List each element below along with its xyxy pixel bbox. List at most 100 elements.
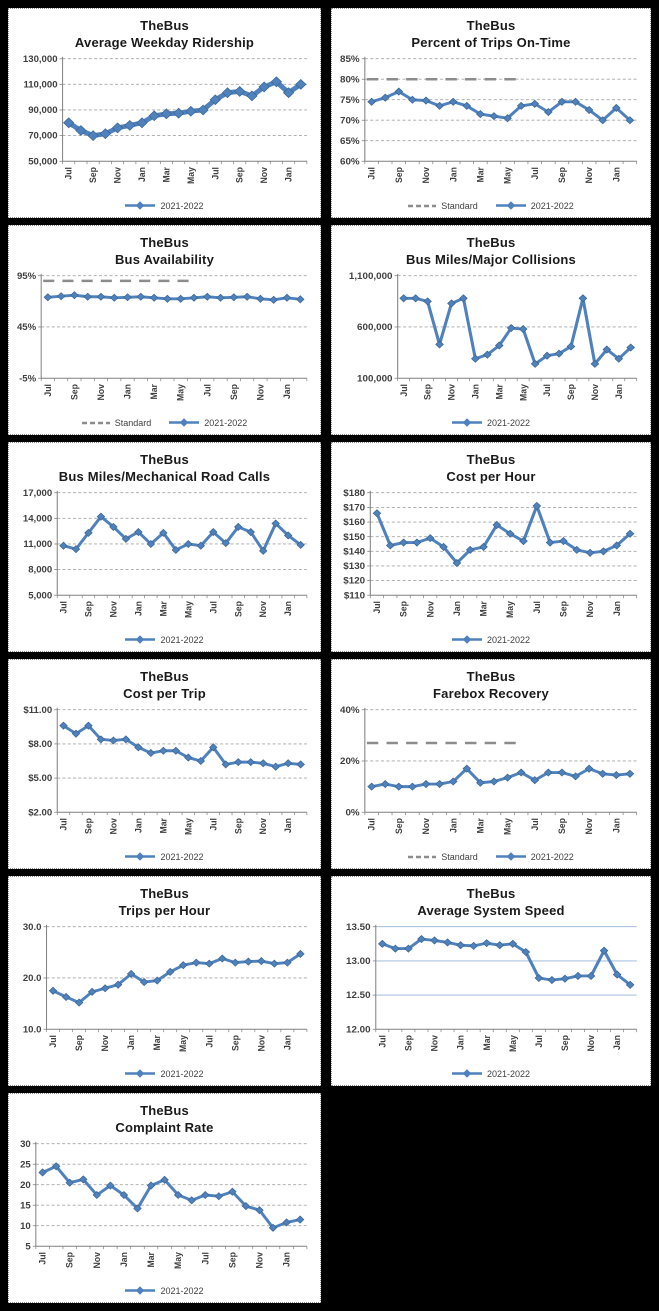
svg-text:$110: $110	[344, 591, 365, 602]
legend-series-line-icon	[125, 852, 156, 861]
chart-title: TheBus	[140, 18, 189, 33]
chart-legend: 2021-2022	[13, 849, 316, 864]
svg-text:Jul: Jul	[48, 1035, 58, 1048]
svg-text:Nov: Nov	[258, 818, 268, 834]
legend-series-line-icon	[495, 852, 526, 861]
chart-title: TheBus	[466, 886, 516, 901]
svg-text:Mar: Mar	[478, 601, 488, 617]
svg-text:14,000: 14,000	[23, 513, 52, 524]
svg-text:20.0: 20.0	[23, 972, 42, 983]
svg-text:Nov: Nov	[585, 601, 595, 617]
chart-panel-3: TheBus Bus Availability -5% 45% 95% Jul Sep N…	[8, 225, 321, 435]
chart-legend: 2021-2022	[13, 632, 316, 647]
svg-text:$180: $180	[343, 488, 365, 499]
legend-series-line-icon	[125, 635, 156, 644]
svg-text:11,000: 11,000	[23, 538, 52, 549]
chart-panel-6: TheBus Cost per Hour $110 $120 $130 $140 $15…	[331, 442, 651, 652]
chart-title: TheBus	[466, 452, 516, 467]
chart-subtitle: Percent of Trips On-Time	[411, 35, 571, 50]
legend-item-series: 2021-2022	[125, 635, 204, 645]
svg-text:50,000: 50,000	[28, 156, 57, 167]
chart-legend: 2021-2022	[336, 415, 646, 430]
chart-subtitle: Bus Miles/Major Collisions	[406, 252, 576, 267]
legend-label: 2021-2022	[160, 1068, 204, 1079]
svg-text:Sep: Sep	[227, 1251, 237, 1267]
chart-subtitle: Average System Speed	[417, 903, 565, 918]
svg-text:Sep: Sep	[233, 600, 243, 616]
legend-label: 2021-2022	[530, 200, 574, 211]
chart-legend: 2021-2022	[13, 198, 316, 213]
svg-text:Jul: Jul	[210, 167, 220, 180]
legend-series-line-icon	[125, 1069, 156, 1078]
svg-text:Jan: Jan	[611, 167, 621, 182]
svg-text:110,000: 110,000	[23, 79, 57, 90]
svg-text:Sep: Sep	[403, 1035, 413, 1051]
chart-legend: 2021-2022	[13, 1066, 316, 1081]
chart-title: TheBus	[140, 452, 189, 467]
svg-text:8,000: 8,000	[28, 564, 52, 575]
svg-text:Jul: Jul	[208, 818, 218, 831]
chart-legend: 2021-2022	[336, 1066, 646, 1081]
chart-title-block: TheBus Bus Miles/Mechanical Road Calls	[13, 451, 316, 485]
svg-text:Sep: Sep	[394, 167, 404, 183]
legend-label: Standard	[441, 200, 478, 211]
svg-text:Jan: Jan	[614, 384, 624, 399]
svg-text:Jan: Jan	[455, 1035, 465, 1050]
svg-text:Nov: Nov	[586, 1035, 596, 1051]
svg-text:95%: 95%	[17, 270, 37, 281]
legend-item-series: 2021-2022	[125, 1286, 204, 1296]
chart-subtitle: Bus Availability	[114, 252, 215, 267]
svg-text:Jul: Jul	[64, 167, 74, 180]
svg-text:Jan: Jan	[470, 384, 480, 399]
svg-text:90,000: 90,000	[28, 104, 57, 115]
svg-text:Mar: Mar	[475, 818, 485, 834]
svg-text:Jul: Jul	[43, 384, 53, 397]
svg-text:Jan: Jan	[281, 1252, 291, 1267]
svg-text:Jan: Jan	[282, 1035, 292, 1050]
legend-series-line-icon	[451, 635, 482, 644]
svg-text:Jan: Jan	[133, 818, 143, 833]
legend-item-series: 2021-2022	[125, 852, 204, 862]
chart-canvas: 5 10 15 20 25 30 Jul Sep Nov Jan Mar May Jul Sep Nov Ja…	[20, 1138, 308, 1269]
chart-title-block: TheBus Trips per Hour	[13, 885, 316, 919]
svg-text:Jul: Jul	[530, 818, 540, 831]
svg-text:Sep: Sep	[233, 817, 243, 833]
svg-text:Sep: Sep	[229, 383, 239, 399]
chart-canvas: 10.0 20.0 30.0 Jul Sep Nov Jan Mar May Jul Sep Nov J…	[23, 921, 308, 1052]
svg-text:10.0: 10.0	[23, 1024, 42, 1035]
legend-item-series: 2021-2022	[125, 1068, 204, 1079]
svg-text:$8.00: $8.00	[28, 738, 52, 749]
svg-text:Mar: Mar	[158, 818, 168, 834]
svg-text:Jan: Jan	[612, 601, 622, 616]
svg-text:$150: $150	[343, 532, 365, 543]
svg-text:20%: 20%	[340, 756, 360, 767]
svg-text:5,000: 5,000	[28, 590, 52, 601]
svg-text:30: 30	[20, 1138, 31, 1149]
svg-text:May: May	[518, 384, 528, 401]
legend-item-standard: Standard	[408, 201, 478, 211]
svg-text:Jul: Jul	[542, 384, 552, 397]
legend-standard-dash-icon	[81, 419, 110, 427]
svg-text:Nov: Nov	[590, 384, 600, 400]
svg-text:Jan: Jan	[126, 1035, 136, 1050]
svg-text:Sep: Sep	[65, 1251, 75, 1267]
chart-subtitle: Bus Miles/Mechanical Road Calls	[58, 469, 271, 484]
svg-text:Nov: Nov	[259, 167, 269, 183]
legend-item-series: 2021-2022	[125, 201, 204, 211]
svg-text:Jul: Jul	[208, 601, 218, 614]
svg-text:Jan: Jan	[452, 601, 462, 616]
chart-canvas: 5,000 8,000 11,000 14,000 17,000 Jul Sep Nov Jan…	[23, 487, 308, 618]
svg-text:May: May	[183, 601, 193, 618]
svg-text:May: May	[508, 1035, 518, 1052]
chart-subtitle: Complaint Rate	[115, 1120, 214, 1135]
legend-item-series: 2021-2022	[451, 634, 531, 645]
chart-legend: 2021-2022	[13, 1283, 316, 1298]
legend-label: 2021-2022	[486, 634, 531, 645]
legend-label: Standard	[114, 417, 152, 428]
svg-text:May: May	[505, 601, 515, 618]
chart-panel-10: TheBus Average System Speed 12.00 12.50 13…	[331, 876, 651, 1086]
svg-text:May: May	[173, 1252, 183, 1269]
svg-text:Mar: Mar	[146, 1252, 156, 1268]
svg-text:$170: $170	[343, 503, 365, 514]
